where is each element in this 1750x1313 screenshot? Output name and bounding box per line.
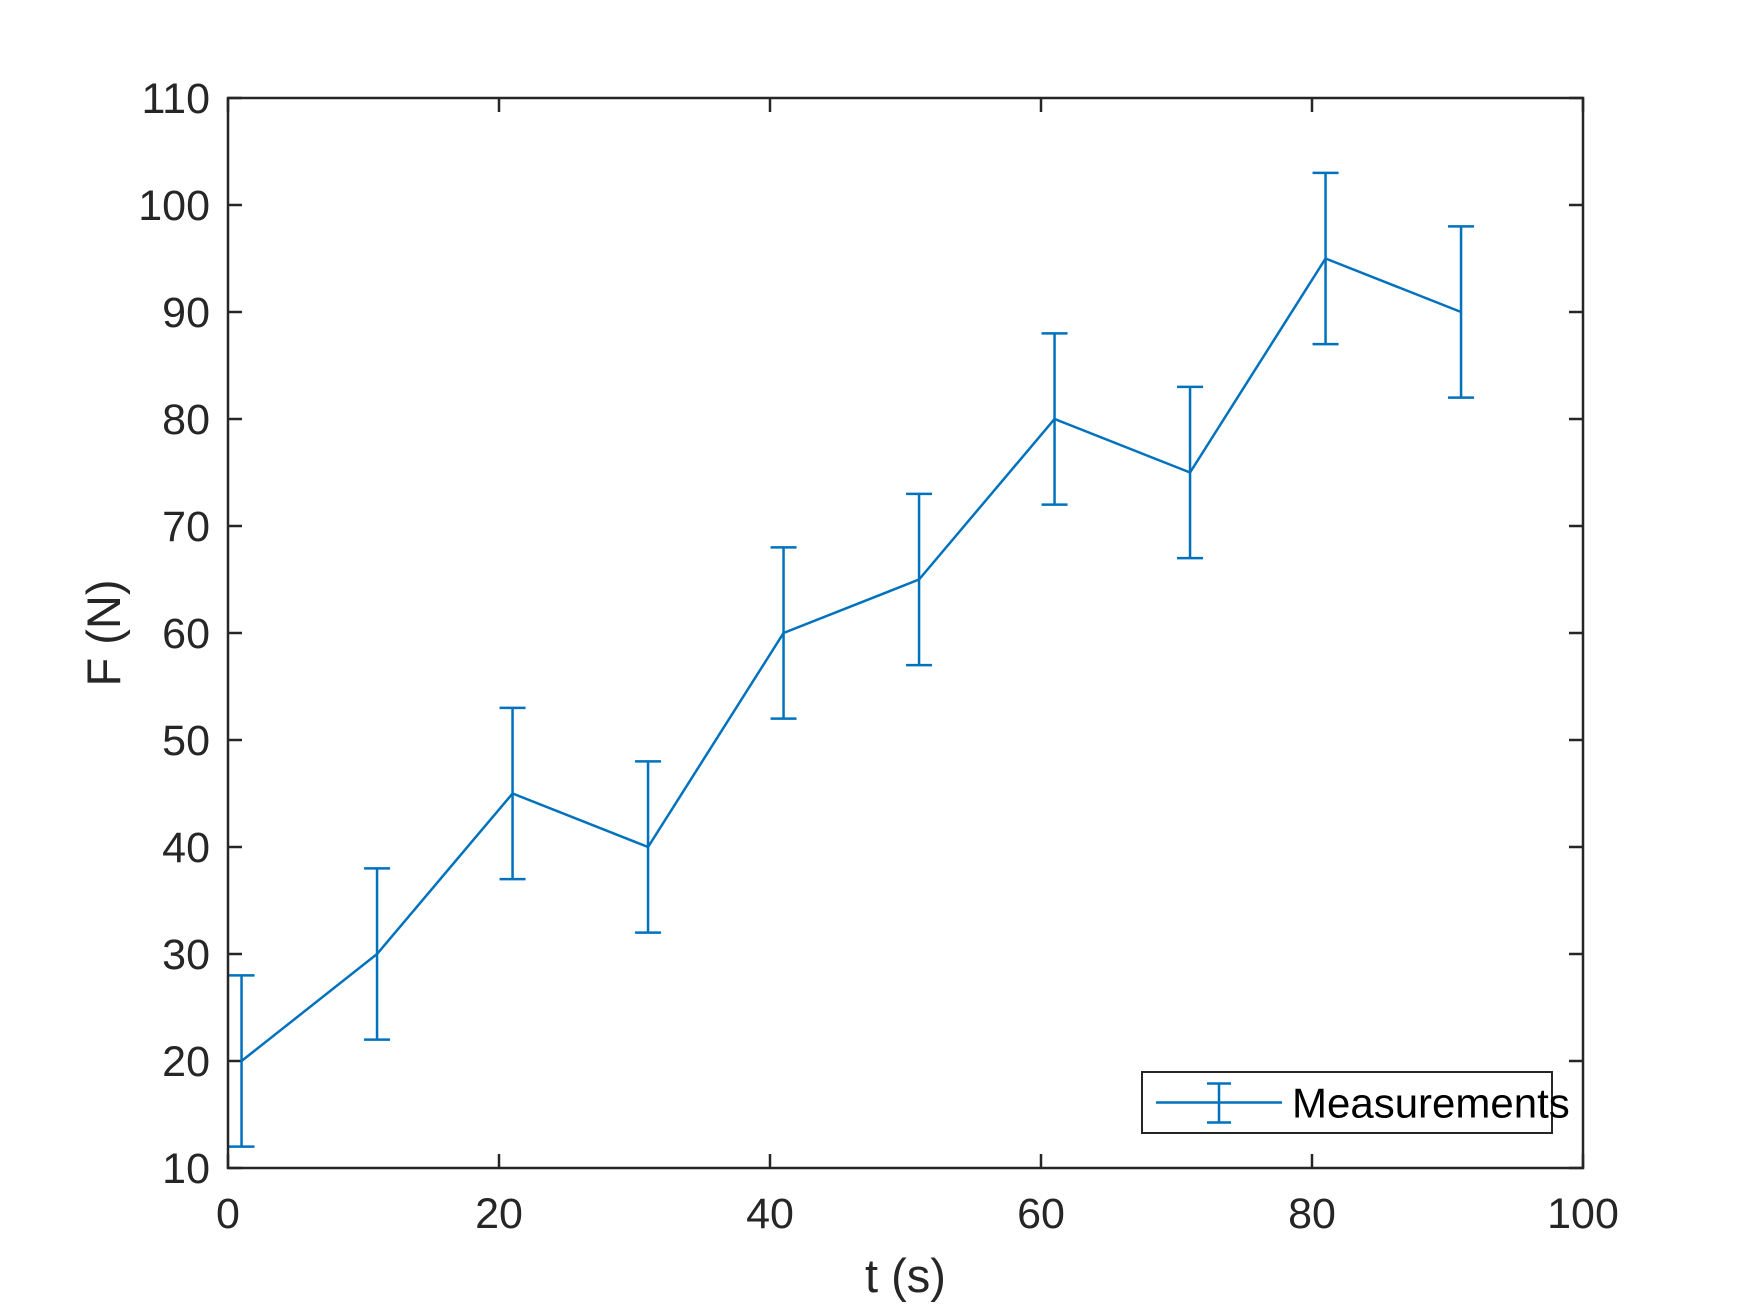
data-line bbox=[240, 256, 1462, 1062]
y-tick-label: 90 bbox=[162, 289, 210, 337]
y-tick-label: 100 bbox=[138, 182, 210, 230]
y-tick-label: 70 bbox=[162, 503, 210, 551]
x-tick-label: 40 bbox=[746, 1190, 794, 1238]
x-tick-label: 60 bbox=[1017, 1190, 1065, 1238]
y-tick-label: 60 bbox=[162, 610, 210, 658]
y-tick-label: 50 bbox=[162, 717, 210, 765]
legend-errorbar-sample bbox=[1156, 1082, 1282, 1124]
plot-border bbox=[226, 96, 1585, 1170]
legend-label: Measurements bbox=[1292, 1080, 1570, 1127]
x-tick-label: 80 bbox=[1288, 1190, 1336, 1238]
y-tick-label: 30 bbox=[162, 931, 210, 979]
x-tick-label: 20 bbox=[475, 1190, 523, 1238]
y-tick-label: 80 bbox=[162, 396, 210, 444]
y-axis-label: F (N) bbox=[77, 579, 130, 686]
legend: Measurements bbox=[1141, 1071, 1570, 1134]
y-tick-label: 40 bbox=[162, 824, 210, 872]
data-series bbox=[228, 171, 1475, 1148]
axis-tick-labels: 0 20 40 60 80 100 10 20 30 40 50 60 70 80 90 100 110 bbox=[138, 75, 1619, 1238]
x-axis-label: t (s) bbox=[865, 1249, 946, 1302]
x-tick-label: 0 bbox=[216, 1190, 240, 1238]
axis-ticks bbox=[226, 96, 1585, 1170]
y-tick-label: 10 bbox=[162, 1145, 210, 1193]
x-tick-label: 100 bbox=[1547, 1190, 1619, 1238]
y-tick-label: 20 bbox=[162, 1038, 210, 1086]
y-tick-label: 110 bbox=[141, 75, 210, 123]
